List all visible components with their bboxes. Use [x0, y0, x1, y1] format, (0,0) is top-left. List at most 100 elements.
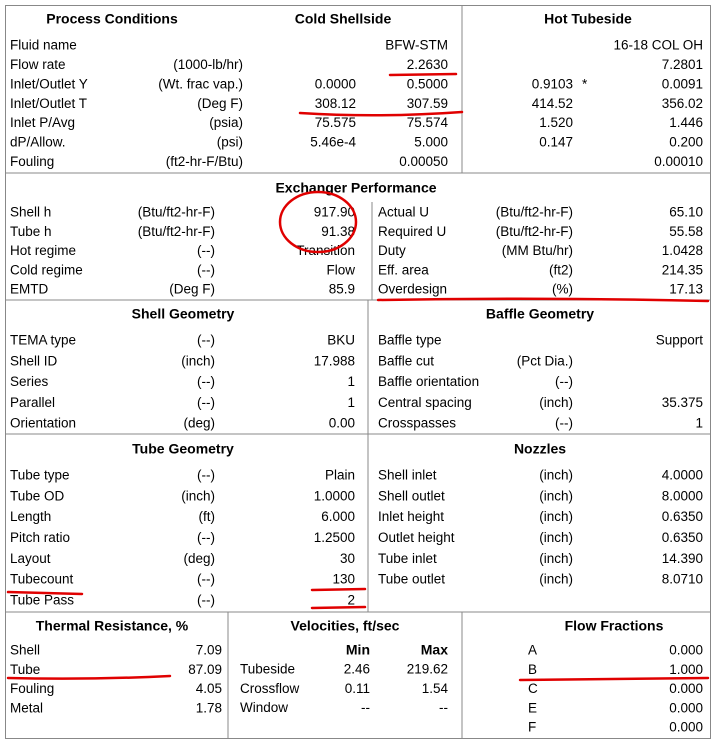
label: Tubeside — [240, 662, 295, 677]
label: Series — [10, 374, 49, 389]
label: Inlet/Outlet T — [10, 96, 87, 111]
unit: (%) — [552, 282, 573, 297]
cold-in: 5.46e-4 — [310, 135, 356, 150]
value: 91.38 — [321, 224, 355, 239]
value: 917.90 — [314, 205, 355, 220]
outer-border — [5, 5, 711, 739]
value: 1.0428 — [662, 243, 703, 258]
value: 0.000 — [669, 681, 703, 696]
label: Baffle type — [378, 333, 442, 348]
value: 214.35 — [662, 262, 703, 277]
value: 1.000 — [669, 662, 703, 677]
label: Shell outlet — [378, 488, 445, 503]
section-title: Process Conditions — [46, 11, 178, 27]
value: 35.375 — [662, 395, 703, 410]
hot-out: 16-18 COL OH — [613, 38, 703, 53]
unit: (psia) — [209, 115, 243, 130]
cold-in: 75.575 — [315, 115, 356, 130]
value: Support — [656, 333, 704, 348]
hot-in: 1.520 — [539, 115, 573, 130]
value: 8.0000 — [662, 488, 703, 503]
hot-out: 1.446 — [669, 115, 703, 130]
section-title: Thermal Resistance, % — [36, 618, 189, 634]
unit: (inch) — [181, 488, 215, 503]
label: Shell inlet — [378, 468, 437, 483]
value: 1.0000 — [314, 488, 355, 503]
hot-in: 0.9103 — [532, 76, 573, 91]
unit: (--) — [197, 374, 215, 389]
hot-out: 7.2801 — [662, 57, 703, 72]
cold-in: 0.0000 — [315, 76, 356, 91]
hot-out: 0.0091 — [662, 76, 703, 91]
hot-flag: * — [582, 76, 588, 91]
label: Tube outlet — [378, 572, 445, 587]
label: Fouling — [10, 681, 54, 696]
unit: (Pct Dia.) — [517, 353, 573, 368]
section-title: Exchanger Performance — [275, 180, 436, 196]
unit: (inch) — [539, 572, 573, 587]
unit: (inch) — [539, 395, 573, 410]
value: 2 — [347, 592, 355, 607]
cold-out: 0.5000 — [407, 76, 448, 91]
unit: (Btu/ft2-hr-F) — [138, 224, 215, 239]
value: 85.9 — [329, 282, 355, 297]
unit: (deg) — [183, 551, 215, 566]
label: E — [528, 700, 537, 715]
unit: (inch) — [539, 530, 573, 545]
annotation — [376, 297, 710, 303]
unit: (--) — [197, 572, 215, 587]
label: Crossflow — [240, 681, 300, 696]
content: Process Conditions Cold Shellside Hot Tube… — [10, 11, 703, 735]
unit: (Deg F) — [197, 96, 243, 111]
label: Baffle cut — [378, 353, 434, 368]
label: Actual U — [378, 205, 429, 220]
unit: (--) — [197, 592, 215, 607]
cold-in: 308.12 — [315, 96, 356, 111]
label: Tube OD — [10, 488, 65, 503]
unit: (--) — [197, 333, 215, 348]
label: A — [528, 643, 537, 658]
value: 55.58 — [669, 224, 703, 239]
label: dP/Allow. — [10, 135, 66, 150]
unit: (inch) — [539, 551, 573, 566]
label: EMTD — [10, 282, 48, 297]
unit: (--) — [555, 416, 573, 431]
max: -- — [439, 700, 448, 715]
value: 0.000 — [669, 700, 703, 715]
label: Tubecount — [10, 572, 74, 587]
value: 1 — [347, 395, 355, 410]
hot-in: 0.147 — [539, 135, 573, 150]
unit: (inch) — [539, 468, 573, 483]
label: Overdesign — [378, 282, 447, 297]
label: Window — [240, 700, 288, 715]
label: Hot regime — [10, 243, 76, 258]
unit: (inch) — [539, 509, 573, 524]
unit: (--) — [555, 374, 573, 389]
value: 130 — [332, 572, 355, 587]
value: 6.000 — [321, 509, 355, 524]
value: 4.05 — [196, 681, 222, 696]
min: -- — [361, 700, 370, 715]
unit: (deg) — [183, 416, 215, 431]
cold-out: 5.000 — [414, 135, 448, 150]
label: Tube inlet — [378, 551, 437, 566]
value: 30 — [340, 551, 355, 566]
label: Shell h — [10, 205, 51, 220]
annotation — [278, 190, 358, 254]
value: 1 — [347, 374, 355, 389]
column-header: Min — [346, 642, 370, 658]
label: Inlet/Outlet Y — [10, 76, 88, 91]
unit: (inch) — [539, 488, 573, 503]
label: Outlet height — [378, 530, 455, 545]
value: BKU — [327, 333, 355, 348]
label: Shell — [10, 643, 40, 658]
label: C — [528, 681, 538, 696]
value: 1.78 — [196, 700, 222, 715]
label: TEMA type — [10, 333, 76, 348]
unit: (ft2-hr-F/Btu) — [166, 154, 243, 169]
label: Tube h — [10, 224, 52, 239]
unit: (MM Btu/hr) — [502, 243, 573, 258]
annotation — [310, 605, 367, 610]
annotation — [310, 587, 367, 592]
